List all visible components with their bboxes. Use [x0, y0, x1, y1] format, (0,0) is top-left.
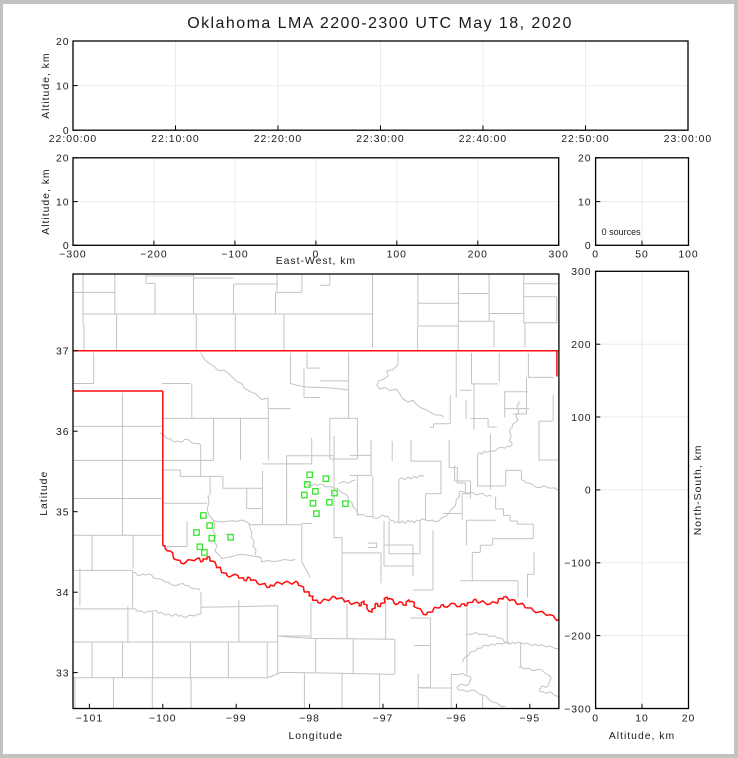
svg-text:0: 0	[585, 486, 592, 497]
svg-text:Oklahoma LMA 2200-2300 UTC May: Oklahoma LMA 2200-2300 UTC May 18, 2020	[187, 15, 573, 32]
svg-text:0: 0	[592, 249, 599, 260]
svg-text:10: 10	[56, 81, 70, 92]
svg-text:10: 10	[635, 714, 649, 725]
svg-text:−100: −100	[564, 559, 591, 570]
svg-text:34: 34	[56, 588, 70, 599]
svg-text:20: 20	[56, 37, 70, 48]
svg-text:−97: −97	[373, 714, 394, 725]
svg-text:−98: −98	[299, 714, 320, 725]
svg-text:300: 300	[571, 267, 591, 278]
svg-text:50: 50	[635, 249, 649, 260]
svg-text:0: 0	[585, 241, 592, 252]
svg-text:0: 0	[63, 241, 70, 252]
svg-text:0: 0	[592, 714, 599, 725]
svg-text:33: 33	[56, 668, 70, 679]
svg-text:35: 35	[56, 508, 70, 519]
svg-text:22:20:00: 22:20:00	[254, 134, 302, 145]
svg-text:Altitude, km: Altitude, km	[41, 168, 52, 234]
svg-text:Longitude: Longitude	[288, 731, 343, 742]
svg-text:−96: −96	[446, 714, 467, 725]
svg-text:36: 36	[56, 427, 70, 438]
svg-text:East-West, km: East-West, km	[276, 256, 356, 267]
svg-text:100: 100	[387, 249, 407, 260]
svg-text:37: 37	[56, 347, 70, 358]
svg-text:10: 10	[578, 197, 592, 208]
svg-text:−300: −300	[564, 704, 591, 715]
svg-text:100: 100	[678, 249, 698, 260]
svg-text:200: 200	[571, 340, 591, 351]
svg-text:−200: −200	[564, 631, 591, 642]
svg-text:22:50:00: 22:50:00	[561, 134, 609, 145]
svg-text:Latitude: Latitude	[39, 471, 50, 516]
svg-text:−300: −300	[59, 249, 86, 260]
svg-text:300: 300	[549, 249, 569, 260]
svg-text:22:00:00: 22:00:00	[49, 134, 97, 145]
svg-text:−101: −101	[76, 714, 103, 725]
svg-text:Altitude, km: Altitude, km	[41, 52, 52, 118]
svg-text:20: 20	[56, 154, 70, 165]
svg-text:−95: −95	[519, 714, 540, 725]
svg-text:0: 0	[313, 249, 320, 260]
svg-text:22:40:00: 22:40:00	[459, 134, 507, 145]
svg-text:−200: −200	[140, 249, 167, 260]
svg-text:North-South, km: North-South, km	[693, 445, 704, 536]
svg-text:22:30:00: 22:30:00	[356, 134, 404, 145]
svg-text:−100: −100	[221, 249, 248, 260]
svg-text:10: 10	[56, 197, 70, 208]
svg-text:Altitude, km: Altitude, km	[609, 731, 675, 742]
svg-text:100: 100	[571, 413, 591, 424]
svg-text:−99: −99	[226, 714, 247, 725]
svg-text:0: 0	[63, 126, 70, 137]
svg-text:20: 20	[578, 154, 592, 165]
svg-text:22:10:00: 22:10:00	[151, 134, 199, 145]
svg-text:23:00:00: 23:00:00	[664, 134, 712, 145]
svg-text:0 sources: 0 sources	[602, 227, 642, 237]
svg-text:20: 20	[682, 714, 696, 725]
svg-text:−100: −100	[149, 714, 176, 725]
svg-text:200: 200	[468, 249, 488, 260]
